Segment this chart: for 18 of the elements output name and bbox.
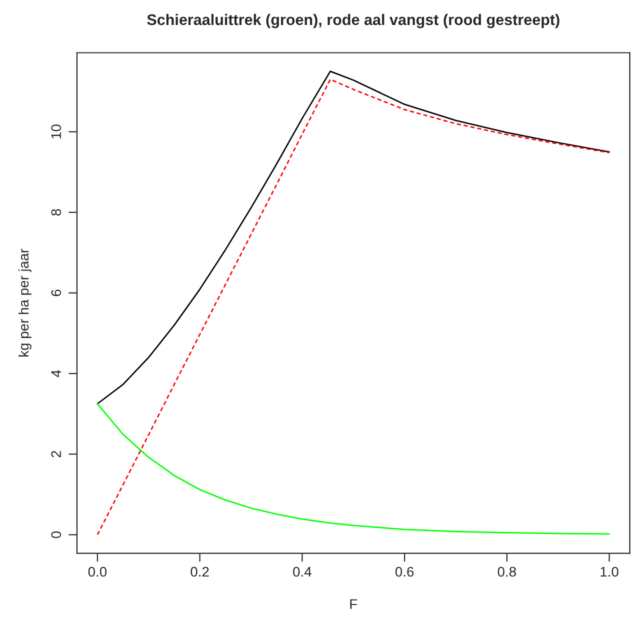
chart-title: Schieraaluittrek (groen), rode aal vangst (rood gestreept): [147, 14, 560, 28]
y-tick-label: 4: [51, 370, 61, 378]
line-series: [96, 70, 610, 404]
x-tick-label: 0.6: [395, 566, 414, 577]
x-tick-label: 0.4: [293, 566, 312, 577]
y-tick-label: 10: [51, 124, 62, 138]
y-tick-label: 6: [51, 290, 62, 296]
y-tick-label: 2: [51, 450, 61, 458]
line-series: [96, 78, 610, 536]
y-tick-label: 0: [51, 531, 62, 538]
y-axis-title: kg per ha per jaar: [18, 248, 32, 356]
x-tick-label: 0.8: [498, 566, 516, 577]
x-tick-label: 0.0: [88, 566, 107, 577]
line-series: [96, 403, 610, 535]
x-tick-label: 1.0: [600, 566, 618, 577]
x-axis-title: F: [350, 599, 358, 609]
x-tick-label: 0.2: [190, 566, 209, 577]
y-tick-label: 8: [51, 209, 62, 216]
